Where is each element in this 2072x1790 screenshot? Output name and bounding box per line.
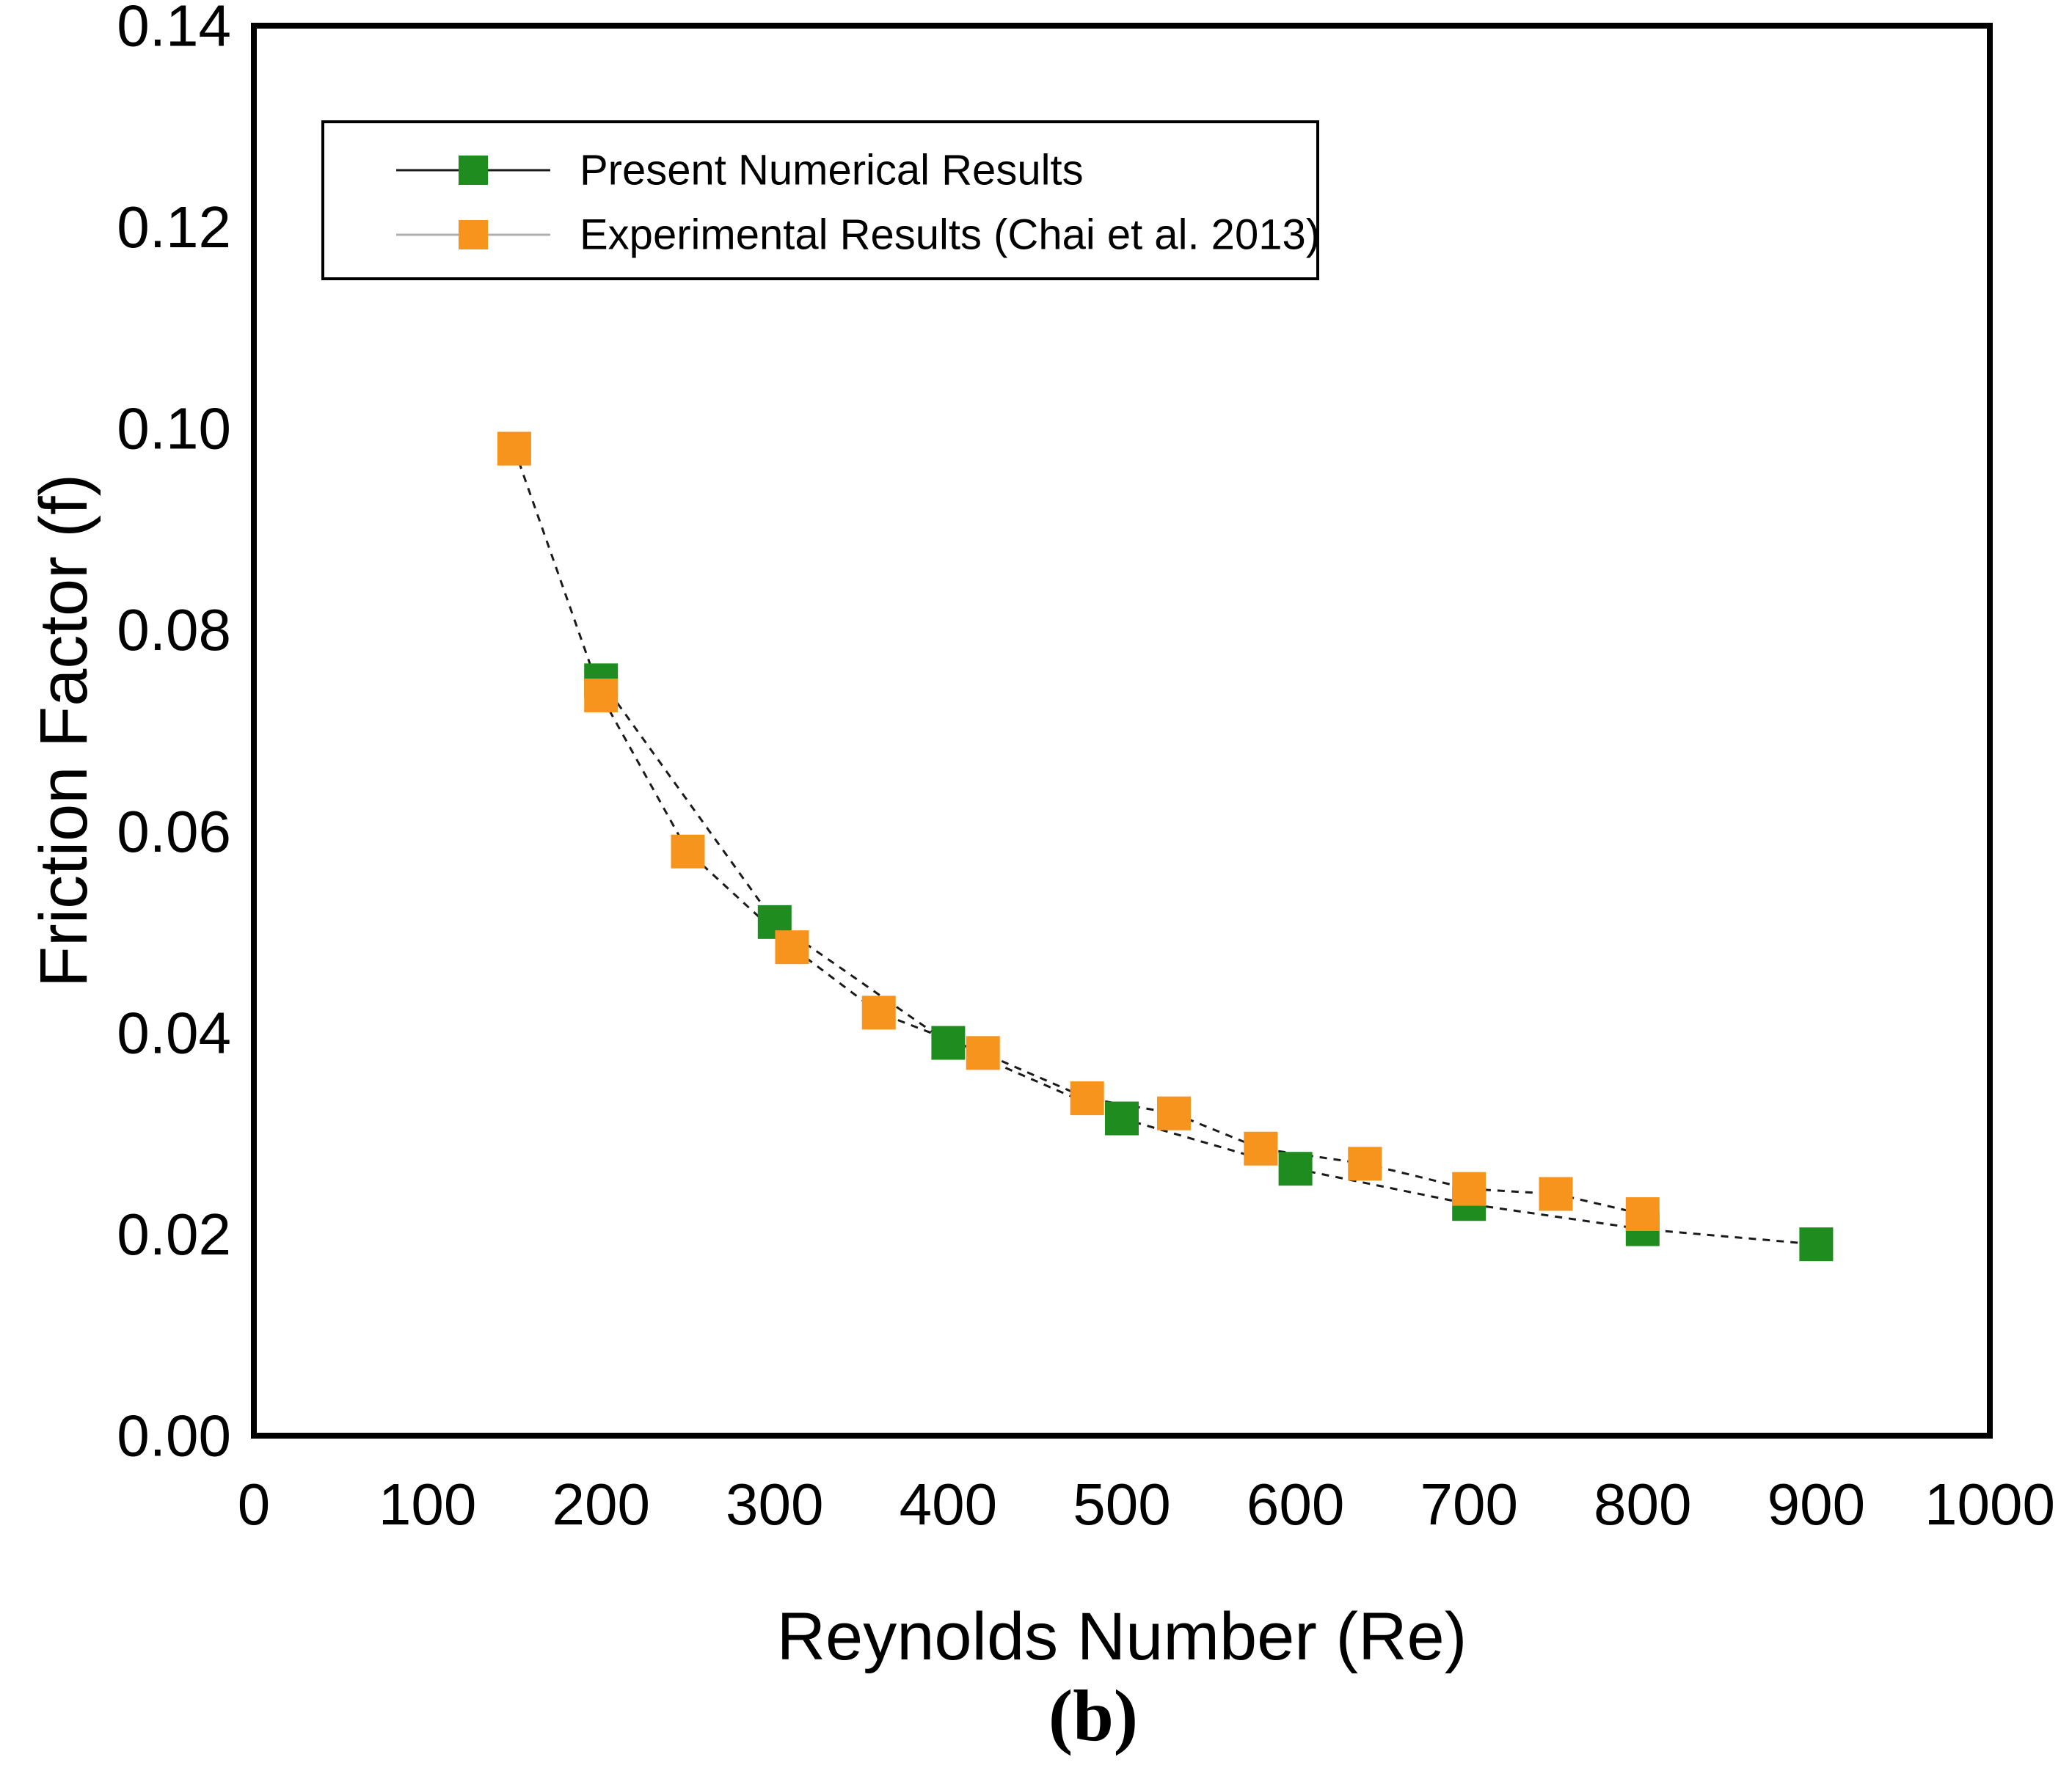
legend-marker-numerical-icon — [459, 156, 488, 185]
data-point-marker — [1070, 1081, 1104, 1116]
data-point-marker — [1452, 1172, 1486, 1206]
x-axis-ticks: 0 100 200 300 400 500 600 700 800 900 1000 — [238, 1472, 2055, 1537]
data-point-marker — [1348, 1147, 1382, 1181]
data-point-marker — [1799, 1227, 1834, 1262]
legend-label-experimental: Experimental Results (Chai et al. 2013) — [580, 211, 1320, 259]
figure-caption: (b) — [1048, 1675, 1138, 1756]
y-tick-label: 0.02 — [117, 1202, 231, 1267]
plot-frame — [251, 23, 1993, 1439]
legend-entry-numerical: Present Numerical Results — [396, 147, 1084, 194]
legend-entry-experimental: Experimental Results (Chai et al. 2013) — [396, 211, 1320, 259]
legend-label-numerical: Present Numerical Results — [580, 147, 1084, 194]
data-point-marker — [1244, 1131, 1278, 1166]
y-axis-ticks: 0.00 0.02 0.04 0.06 0.08 0.10 0.12 0.14 — [117, 0, 231, 1469]
x-tick-label: 400 — [900, 1472, 997, 1537]
data-point-marker — [1625, 1197, 1660, 1231]
x-tick-label: 900 — [1768, 1472, 1865, 1537]
data-point-marker — [671, 834, 705, 869]
data-point-marker — [1105, 1101, 1139, 1136]
series-line-0 — [599, 679, 1817, 1246]
y-axis-label: Friction Factor (f) — [26, 474, 101, 987]
data-point-marker — [966, 1036, 1000, 1070]
data-point-marker — [1278, 1152, 1313, 1186]
x-tick-label: 0 — [238, 1472, 271, 1537]
x-tick-label: 300 — [726, 1472, 823, 1537]
x-tick-label: 100 — [379, 1472, 476, 1537]
y-tick-label: 0.10 — [117, 396, 231, 461]
y-tick-label: 0.12 — [117, 194, 231, 260]
x-tick-label: 500 — [1073, 1472, 1170, 1537]
series-layer — [497, 431, 1834, 1262]
series-markers-0 — [584, 663, 1834, 1262]
x-tick-label: 700 — [1420, 1472, 1517, 1537]
y-tick-label: 0.00 — [117, 1403, 231, 1469]
data-point-marker — [861, 996, 896, 1030]
x-axis-label: Reynolds Number (Re) — [777, 1599, 1467, 1674]
y-tick-label: 0.04 — [117, 1000, 231, 1065]
x-tick-label: 1000 — [1925, 1472, 2055, 1537]
legend: Present Numerical Results Experimental R… — [321, 120, 1320, 280]
y-tick-label: 0.14 — [117, 0, 231, 59]
legend-marker-experimental-icon — [459, 220, 488, 249]
series-markers-1 — [497, 431, 1660, 1231]
y-tick-label: 0.06 — [117, 799, 231, 864]
x-tick-label: 800 — [1594, 1472, 1691, 1537]
data-point-marker — [497, 431, 531, 466]
data-point-marker — [931, 1026, 966, 1060]
legend-box — [321, 120, 1319, 280]
data-point-marker — [1539, 1177, 1573, 1211]
x-tick-label: 600 — [1247, 1472, 1344, 1537]
data-point-marker — [584, 678, 619, 712]
data-point-marker — [1156, 1096, 1191, 1130]
data-point-marker — [775, 930, 809, 965]
x-tick-label: 200 — [552, 1472, 649, 1537]
y-tick-label: 0.08 — [117, 597, 231, 662]
